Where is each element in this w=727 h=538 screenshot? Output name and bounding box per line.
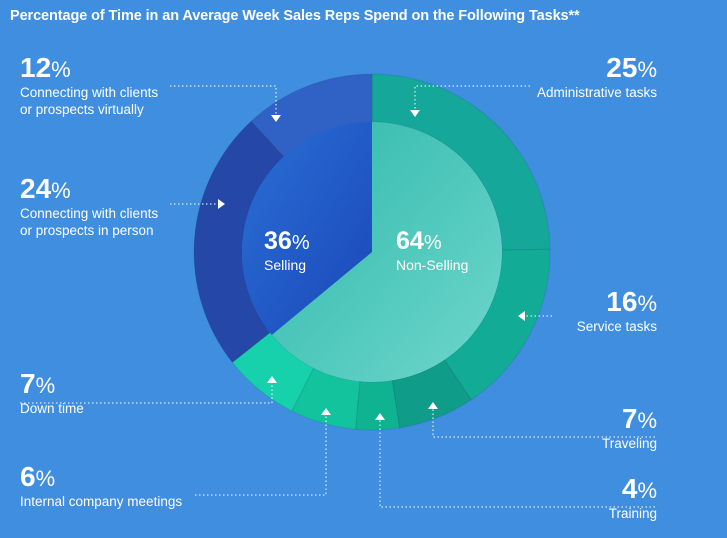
pct-meetings: 6%	[20, 461, 56, 492]
label-in-person: 24% Connecting with clients or prospects…	[20, 174, 158, 240]
outer-ring	[193, 73, 551, 431]
text-virtual-2: or prospects virtually	[20, 101, 144, 117]
text-training: Training	[608, 506, 657, 521]
leader-line-down-time	[20, 378, 273, 404]
inner-slice-non-selling	[271, 122, 502, 382]
chart-title: Percentage of Time in an Average Week Sa…	[10, 8, 580, 24]
leader-line-training	[379, 415, 655, 508]
arrow-icon-service	[518, 311, 525, 321]
inner-ring	[241, 122, 502, 382]
pct-virtual: 12%	[20, 52, 71, 83]
arrow-icon-in-person	[218, 199, 225, 209]
pct-down-time: 7%	[20, 368, 56, 399]
text-down-time: Down time	[20, 401, 84, 416]
label-admin: 25% Administrative tasks	[537, 53, 657, 102]
pct-in-person: 24%	[20, 173, 71, 204]
pct-service: 16%	[606, 286, 657, 317]
text-non-selling: Non-Selling	[396, 257, 469, 273]
label-meetings: 6% Internal company meetings	[20, 462, 182, 511]
arrow-icon-meetings	[321, 408, 331, 415]
pct-admin: 25%	[606, 52, 657, 83]
text-service: Service tasks	[576, 319, 657, 334]
leader-lines	[20, 85, 655, 508]
arrow-icon-down-time	[267, 376, 277, 383]
label-selling: 36% Selling	[264, 227, 310, 273]
label-non-selling: 64% Non-Selling	[396, 227, 468, 273]
text-in-person-2: or prospects in person	[20, 222, 154, 238]
arrow-icon-training	[375, 413, 385, 420]
arrow-icon-virtual	[271, 115, 281, 122]
text-in-person-1: Connecting with clients	[20, 206, 159, 221]
label-service: 16% Service tasks	[577, 287, 657, 336]
pct-non-selling: 64%	[396, 227, 442, 255]
text-traveling: Traveling	[601, 436, 657, 451]
pct-traveling: 7%	[621, 403, 657, 434]
pct-training: 4%	[621, 473, 657, 504]
text-virtual-1: Connecting with clients	[20, 85, 159, 100]
text-selling: Selling	[264, 257, 307, 273]
label-training: 4% Training	[609, 474, 657, 523]
label-virtual: 12% Connecting with clients or prospects…	[20, 53, 158, 119]
text-meetings: Internal company meetings	[20, 494, 183, 509]
label-traveling: 7% Traveling	[602, 404, 657, 453]
label-down-time: 7% Down time	[20, 369, 84, 418]
leader-line-virtual	[170, 85, 277, 120]
outer-slice-training	[354, 379, 401, 431]
leader-line-meetings	[195, 410, 327, 496]
text-admin: Administrative tasks	[536, 85, 657, 100]
leader-line-traveling	[432, 404, 655, 438]
inner-slice-selling	[241, 122, 372, 335]
arrow-icon-traveling	[428, 402, 438, 409]
pct-selling: 36%	[264, 227, 310, 255]
arrow-icon-admin	[410, 110, 420, 117]
